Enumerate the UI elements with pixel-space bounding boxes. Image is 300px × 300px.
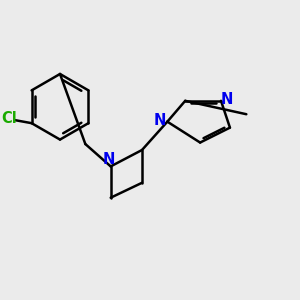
- Text: N: N: [220, 92, 232, 107]
- Text: N: N: [154, 113, 166, 128]
- Text: Cl: Cl: [1, 111, 16, 126]
- Text: N: N: [103, 152, 116, 167]
